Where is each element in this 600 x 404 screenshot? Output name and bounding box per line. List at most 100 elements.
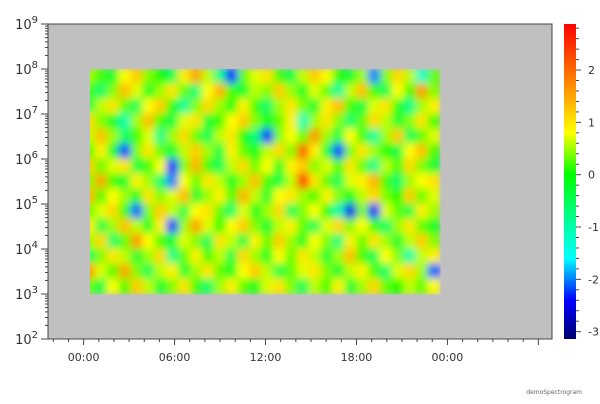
heatmap-cell bbox=[403, 233, 417, 250]
heatmap-cell bbox=[296, 113, 310, 130]
heatmap-cell bbox=[261, 69, 275, 85]
heatmap-cell bbox=[332, 98, 346, 115]
heatmap-cell bbox=[332, 263, 346, 280]
heatmap-cell bbox=[178, 233, 191, 250]
y-tick-label: 102 bbox=[15, 330, 38, 348]
heatmap-cell bbox=[90, 248, 96, 265]
heatmap-cell bbox=[166, 188, 180, 205]
heatmap-cell bbox=[415, 113, 429, 130]
heatmap-cell bbox=[142, 83, 156, 100]
heatmap-cell bbox=[379, 69, 393, 85]
heatmap-cell bbox=[201, 69, 215, 85]
heatmap-cell bbox=[225, 143, 239, 160]
heatmap-cell bbox=[356, 113, 370, 130]
heatmap-cell bbox=[90, 113, 96, 130]
heatmap-cell bbox=[308, 233, 322, 250]
heatmap-cell bbox=[344, 128, 358, 145]
heatmap-cell bbox=[320, 218, 334, 235]
heatmap-cell bbox=[130, 218, 144, 235]
heatmap-cell bbox=[320, 233, 334, 250]
heatmap-cell bbox=[154, 233, 168, 250]
heatmap-cell bbox=[130, 113, 144, 130]
heatmap-cell bbox=[391, 188, 405, 205]
heatmap-cell bbox=[356, 158, 370, 175]
heatmap-cell bbox=[296, 233, 310, 250]
heatmap-cell bbox=[332, 143, 346, 160]
colorbar-gradient bbox=[564, 24, 576, 339]
heatmap-cell bbox=[225, 173, 239, 190]
heatmap-cell bbox=[118, 128, 132, 145]
heatmap-cell bbox=[106, 113, 120, 130]
heatmap-cell bbox=[332, 218, 346, 235]
heatmap-cell bbox=[106, 143, 120, 160]
heatmap-cell bbox=[391, 158, 405, 175]
heatmap-cell bbox=[296, 278, 310, 295]
heatmap-cell bbox=[296, 128, 310, 145]
heatmap-cell bbox=[213, 128, 227, 145]
heatmap-cell bbox=[178, 173, 191, 190]
heatmap-cell bbox=[237, 113, 251, 130]
heatmap-cell bbox=[356, 263, 370, 280]
heatmap-cell bbox=[296, 203, 310, 220]
heatmap-cell bbox=[379, 278, 393, 295]
heatmap-cell bbox=[90, 188, 96, 205]
heatmap-cell bbox=[213, 113, 227, 130]
heatmap-cell bbox=[273, 188, 286, 205]
heatmap-cell bbox=[118, 203, 132, 220]
heatmap-cell bbox=[154, 113, 168, 130]
heatmap-cell bbox=[308, 83, 322, 100]
heatmap-cell bbox=[284, 263, 298, 280]
heatmap-cell bbox=[284, 173, 298, 190]
heatmap-cell bbox=[213, 188, 227, 205]
heatmap-cell bbox=[94, 128, 108, 145]
heatmap-cell bbox=[427, 83, 441, 100]
heatmap-cell bbox=[166, 98, 180, 115]
heatmap-cell bbox=[178, 203, 191, 220]
heatmap-cell bbox=[415, 98, 429, 115]
heatmap-cell bbox=[166, 203, 180, 220]
heatmap-cell bbox=[332, 83, 346, 100]
heatmap-cell bbox=[249, 188, 263, 205]
heatmap-cell bbox=[284, 203, 298, 220]
heatmap-cell bbox=[178, 278, 191, 295]
heatmap-cell bbox=[308, 263, 322, 280]
heatmap-cell bbox=[368, 203, 381, 220]
heatmap-cell bbox=[201, 263, 215, 280]
heatmap-cell bbox=[261, 203, 275, 220]
heatmap-cell bbox=[379, 218, 393, 235]
heatmap-cell bbox=[166, 83, 180, 100]
heatmap-cell bbox=[201, 143, 215, 160]
heatmap-cell bbox=[166, 128, 180, 145]
heatmap-cell bbox=[118, 188, 132, 205]
heatmap-cell bbox=[320, 263, 334, 280]
heatmap-cell bbox=[130, 188, 144, 205]
heatmap-cell bbox=[320, 83, 334, 100]
heatmap-cell bbox=[403, 69, 417, 85]
heatmap-cell bbox=[368, 158, 381, 175]
heatmap-cell bbox=[142, 233, 156, 250]
heatmap-cell bbox=[391, 143, 405, 160]
heatmap-cell bbox=[379, 233, 393, 250]
heatmap-cell bbox=[261, 278, 275, 295]
heatmap-cell bbox=[391, 278, 405, 295]
heatmap-cell bbox=[94, 143, 108, 160]
heatmap-cell bbox=[368, 128, 381, 145]
heatmap-cell bbox=[130, 143, 144, 160]
heatmap-cell bbox=[249, 173, 263, 190]
heatmap-cell bbox=[261, 113, 275, 130]
y-tick-label: 105 bbox=[15, 195, 38, 213]
heatmap-cell bbox=[427, 158, 441, 175]
heatmap-cell bbox=[118, 233, 132, 250]
heatmap-cell bbox=[261, 143, 275, 160]
heatmap-cell bbox=[356, 278, 370, 295]
heatmap-cell bbox=[142, 69, 156, 85]
heatmap-cell bbox=[213, 98, 227, 115]
heatmap-cell bbox=[273, 158, 286, 175]
heatmap-cell bbox=[391, 233, 405, 250]
heatmap-cell bbox=[166, 158, 180, 175]
heatmap-cell bbox=[356, 188, 370, 205]
heatmap-cell bbox=[391, 128, 405, 145]
heatmap-cell bbox=[106, 173, 120, 190]
heatmap-cell bbox=[284, 98, 298, 115]
heatmap-cell bbox=[178, 248, 191, 265]
